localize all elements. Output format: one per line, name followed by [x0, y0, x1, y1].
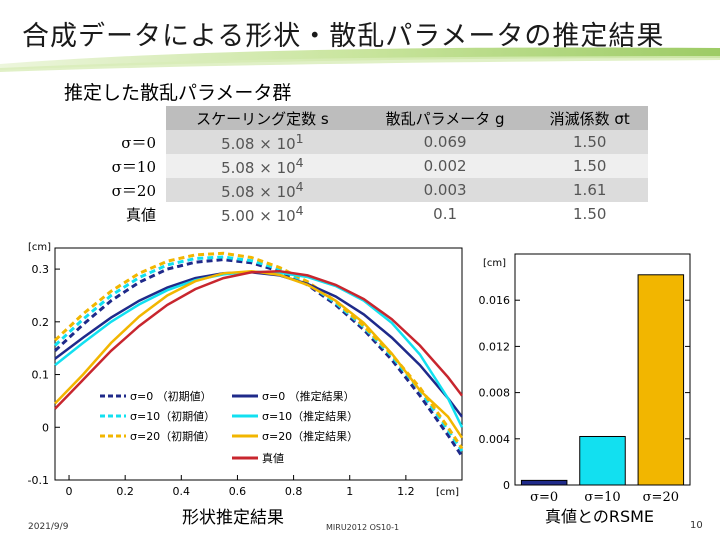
y-tick-label: -0.1	[28, 474, 49, 487]
bar	[579, 435, 626, 486]
y-axis-unit: [cm]	[28, 242, 51, 253]
x-tick-label: 0.2	[116, 485, 134, 498]
bar-y-tick-label: 0	[503, 479, 510, 492]
header-scaling: スケーリング定数 s	[166, 106, 359, 130]
scattering-value: 0.002	[358, 154, 532, 178]
table-row: 真値 5.00 × 104 0.1 1.50	[70, 202, 648, 226]
extinction-value: 1.50	[531, 130, 648, 154]
scaling-value: 5.08 × 104	[166, 154, 359, 178]
table-row: σ＝0 5.08 × 101 0.069 1.50	[70, 130, 648, 154]
table-caption: 推定した散乱パラメータ群	[64, 82, 292, 104]
results-charts: 0 0.2 0.4 0.6 0.8 1 1.2 -0.1 0 0.1 0.2 0.3 [cm] [cm] σ…	[28, 242, 691, 505]
decorative-band	[0, 47, 720, 72]
series-line-6	[54, 269, 463, 410]
parameter-table: スケーリング定数 s 散乱パラメータ g 消滅係数 σt σ＝0 5.08 × …	[70, 106, 648, 226]
slide-title: 合成データによる形状・散乱パラメータの推定結果	[22, 21, 665, 52]
scattering-value: 0.069	[358, 130, 532, 154]
bar-category-label: σ=10	[584, 490, 620, 505]
legend-label: 真値	[262, 451, 284, 465]
row-label: σ＝0	[70, 130, 166, 154]
scaling-value: 5.00 × 104	[166, 202, 359, 226]
shape-chart-caption: 形状推定結果	[182, 508, 284, 528]
legend-label: σ=20（初期値）	[130, 429, 215, 443]
legend-label: σ=10（推定結果）	[262, 409, 358, 423]
extinction-value: 1.61	[531, 178, 648, 202]
slide-date: 2021/9/9	[28, 522, 69, 532]
bar-category-label: σ=20	[643, 490, 679, 505]
page-number: 10	[690, 520, 703, 531]
x-tick-label: 1.2	[397, 485, 415, 498]
legend-label: σ=20（推定結果）	[262, 429, 358, 443]
series-line-5	[54, 269, 464, 439]
table-corner	[70, 106, 166, 130]
scattering-value: 0.003	[358, 178, 532, 202]
series-line-0	[53, 258, 464, 458]
scaling-value: 5.08 × 101	[166, 130, 359, 154]
shape-chart: 0 0.2 0.4 0.6 0.8 1 1.2 -0.1 0 0.1 0.2 0.3 [cm] [cm] σ…	[28, 242, 464, 498]
bar-y-tick-label: 0.012	[479, 340, 511, 353]
y-tick-label: 0.1	[32, 369, 50, 382]
x-tick-label: 1	[346, 485, 353, 498]
row-label: σ＝10	[70, 154, 166, 178]
table-row: σ＝10 5.08 × 104 0.002 1.50	[70, 154, 648, 178]
y-tick-label: 0	[42, 421, 49, 434]
row-label: σ＝20	[70, 178, 166, 202]
extinction-value: 1.50	[531, 154, 648, 178]
scattering-value: 0.1	[358, 202, 532, 226]
conference-label: MIRU2012 OS10-1	[326, 523, 400, 532]
rsme-bar-chart: 0 0.004 0.008 0.012 0.016 [cm] σ=0 σ=10 σ=20	[479, 253, 691, 505]
y-tick-label: 0.3	[32, 263, 50, 276]
y-tick-label: 0.2	[32, 316, 50, 329]
legend-label: σ=0 （初期値）	[130, 389, 212, 403]
legend-label: σ=10（初期値）	[130, 409, 215, 423]
series-line-1	[53, 255, 464, 452]
x-axis-unit: [cm]	[436, 487, 459, 498]
x-tick-label: 0.6	[229, 485, 247, 498]
bar-chart-caption: 真値とのRSME	[545, 507, 655, 526]
bar	[637, 274, 685, 486]
row-label: 真値	[70, 202, 166, 226]
bar-category-label: σ=0	[530, 490, 558, 505]
legend-label: σ=0 （推定結果）	[262, 389, 355, 403]
bar-y-tick-label: 0.004	[479, 433, 511, 446]
x-tick-label: 0.4	[173, 485, 191, 498]
bar-y-tick-label: 0.008	[479, 387, 511, 400]
x-tick-label: 0.8	[285, 485, 303, 498]
table-row: σ＝20 5.08 × 104 0.003 1.61	[70, 178, 648, 202]
header-extinction: 消滅係数 σt	[531, 106, 648, 130]
series-line-2	[53, 251, 464, 450]
extinction-value: 1.50	[531, 202, 648, 226]
header-scattering: 散乱パラメータ g	[358, 106, 532, 130]
bar-y-tick-label: 0.016	[479, 294, 511, 307]
bar-y-axis-unit: [cm]	[483, 258, 506, 269]
scaling-value: 5.08 × 104	[166, 178, 359, 202]
x-tick-label: 0	[66, 485, 73, 498]
bar	[520, 479, 568, 486]
